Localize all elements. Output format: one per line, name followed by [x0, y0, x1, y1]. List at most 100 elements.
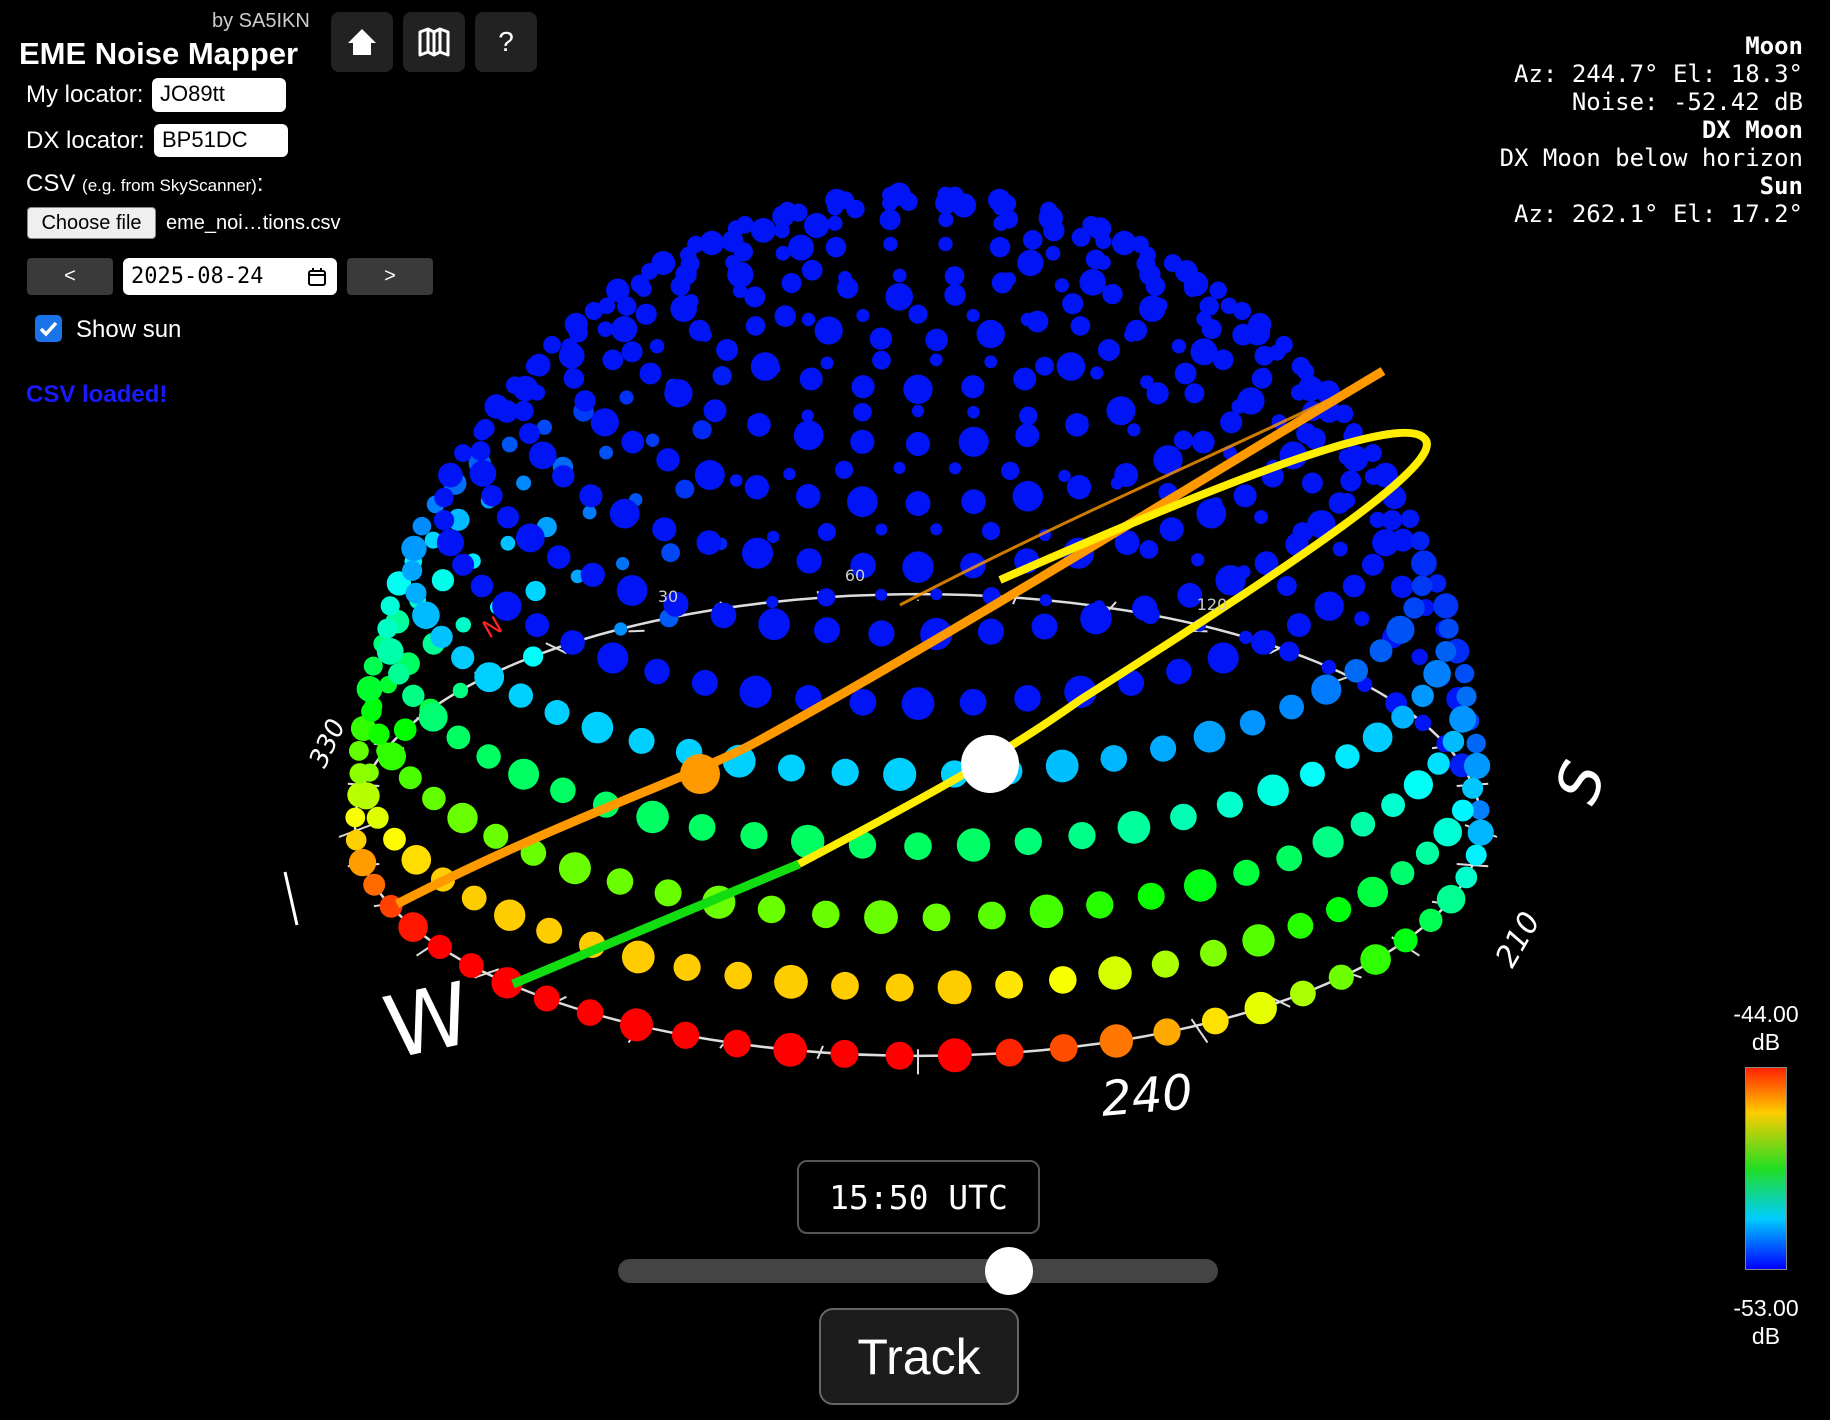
noise-dot: [1372, 529, 1400, 557]
noise-dot: [1196, 498, 1227, 529]
noise-dot: [1386, 615, 1415, 644]
my-locator-input[interactable]: JO89tt: [152, 78, 286, 112]
show-sun-checkbox[interactable]: [35, 315, 62, 342]
help-button[interactable]: ?: [475, 12, 537, 72]
noise-dot: [590, 408, 619, 437]
noise-dot: [944, 266, 965, 286]
noise-dot: [434, 487, 454, 508]
noise-dot: [853, 402, 872, 422]
noise-dot: [929, 353, 943, 367]
noise-dot: [1100, 745, 1128, 772]
noise-dot: [1233, 301, 1252, 321]
dx-locator-label: DX locator:: [26, 127, 145, 154]
noise-dot: [688, 814, 716, 841]
noise-dot: [995, 970, 1023, 999]
noise-dot: [1462, 777, 1484, 799]
noise-dot: [687, 235, 705, 253]
noise-dot: [1049, 966, 1077, 994]
noise-dot: [484, 394, 509, 419]
noise-dot: [758, 608, 790, 641]
noise-dot: [879, 209, 901, 231]
noise-dot: [1361, 553, 1384, 576]
noise-dot: [1071, 227, 1091, 247]
time-slider-thumb[interactable]: [985, 1247, 1033, 1295]
noise-dot: [1411, 684, 1434, 707]
noise-dot: [893, 461, 906, 474]
noise-dot: [959, 688, 987, 716]
noise-dot: [795, 483, 821, 509]
noise-dot: [793, 420, 824, 451]
noise-dot: [883, 236, 898, 252]
noise-dot: [349, 741, 369, 761]
noise-dot: [1139, 540, 1159, 559]
next-day-button[interactable]: >: [347, 258, 433, 295]
noise-dot: [736, 216, 754, 234]
home-button[interactable]: [331, 12, 393, 72]
west-tick: [283, 871, 299, 926]
noise-dot: [1022, 230, 1043, 250]
noise-dot: [977, 618, 1005, 645]
noise-dot: [791, 824, 825, 859]
noise-dot: [885, 973, 914, 1002]
noise-dot: [584, 301, 604, 321]
noise-dot: [621, 341, 643, 363]
noise-dot: [1114, 530, 1140, 555]
noise-dot: [447, 508, 470, 531]
prev-day-button[interactable]: <: [27, 258, 113, 295]
noise-dot: [1311, 674, 1342, 705]
noise-dot: [402, 560, 423, 581]
noise-dot: [1354, 611, 1370, 627]
noise-dot: [733, 242, 753, 262]
check-icon: [39, 321, 58, 337]
noise-dot: [1454, 664, 1475, 684]
noise-dot: [905, 431, 931, 457]
choose-file-button[interactable]: Choose file: [27, 207, 156, 239]
track-button[interactable]: Track: [819, 1308, 1019, 1405]
map-button[interactable]: [403, 12, 465, 72]
date-input[interactable]: 2025-08-24: [123, 258, 337, 295]
noise-dot: [438, 462, 463, 488]
noise-dot: [568, 323, 588, 343]
noise-dot: [1233, 859, 1260, 886]
noise-dot: [1411, 550, 1437, 577]
noise-dot: [452, 682, 469, 699]
noise-dot: [661, 543, 680, 563]
time-slider[interactable]: [618, 1259, 1218, 1283]
colorbar-min-label: -53.00: [1733, 1295, 1799, 1321]
noise-dot: [1209, 281, 1227, 300]
noise-dot: [699, 230, 725, 256]
noise-dot: [995, 1038, 1024, 1067]
noise-dot: [377, 742, 406, 771]
noise-dot: [518, 423, 540, 444]
noise-dot: [1286, 613, 1311, 638]
info-line: DX Moon: [1701, 116, 1803, 144]
noise-dot: [885, 283, 913, 311]
noise-dot: [1373, 462, 1398, 488]
noise-dot: [1150, 735, 1177, 762]
dx-locator-input[interactable]: BP51DC: [154, 124, 288, 157]
noise-dot: [812, 900, 840, 929]
noise-dot: [451, 646, 475, 670]
noise-dot: [1279, 641, 1300, 662]
noise-dot: [1177, 582, 1203, 608]
noise-dot: [1207, 642, 1239, 674]
app-title: EME Noise Mapper: [19, 36, 299, 71]
noise-dot: [967, 405, 980, 419]
noise-dot: [1321, 659, 1337, 675]
noise-dot: [1410, 531, 1430, 551]
noise-dot: [820, 356, 834, 370]
noise-dot: [801, 409, 814, 423]
noise-dot: [1058, 469, 1071, 483]
noise-dot: [817, 523, 837, 542]
noise-dot: [1049, 1034, 1078, 1062]
sun-path: [797, 428, 1431, 868]
noise-dot: [961, 489, 986, 515]
noise-dot: [1090, 366, 1104, 380]
colorbar-min: -53.00 dB: [1726, 1294, 1806, 1350]
noise-dot: [978, 901, 1006, 930]
noise-dot: [1183, 271, 1209, 297]
noise-dot: [345, 829, 367, 851]
noise-dot: [654, 879, 682, 907]
moon-path-back: [899, 369, 1384, 607]
noise-dot: [1312, 826, 1344, 858]
